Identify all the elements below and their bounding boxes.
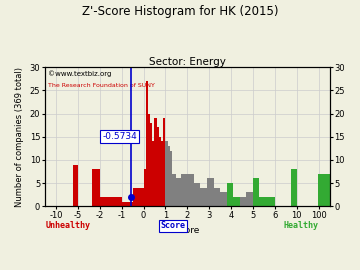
Bar: [291, 169, 297, 206]
Text: Healthy: Healthy: [284, 221, 319, 231]
Bar: [227, 183, 233, 206]
Bar: [161, 141, 163, 206]
Text: Z'-Score Histogram for HK (2015): Z'-Score Histogram for HK (2015): [82, 5, 278, 18]
Bar: [207, 178, 213, 206]
Y-axis label: Number of companies (369 total): Number of companies (369 total): [15, 67, 24, 207]
Bar: [122, 202, 132, 206]
Bar: [176, 178, 181, 206]
Bar: [150, 123, 152, 206]
Bar: [172, 174, 176, 206]
Text: ©www.textbiz.org: ©www.textbiz.org: [48, 70, 111, 77]
Bar: [163, 118, 165, 206]
Bar: [152, 141, 154, 206]
Bar: [157, 127, 159, 206]
Bar: [148, 114, 150, 206]
Text: Score: Score: [161, 221, 185, 231]
Bar: [260, 197, 266, 206]
Bar: [201, 188, 207, 206]
Bar: [100, 197, 122, 206]
Bar: [93, 169, 100, 206]
Bar: [144, 169, 146, 206]
Bar: [194, 183, 201, 206]
Bar: [213, 188, 220, 206]
Bar: [170, 151, 172, 206]
Bar: [187, 174, 194, 206]
Bar: [181, 174, 187, 206]
Bar: [132, 188, 144, 206]
Bar: [266, 197, 275, 206]
Bar: [154, 118, 157, 206]
Bar: [220, 192, 227, 206]
Bar: [318, 174, 341, 206]
Bar: [246, 192, 253, 206]
Title: Sector: Energy: Sector: Energy: [149, 56, 226, 66]
Bar: [146, 81, 148, 206]
Bar: [73, 164, 78, 206]
Bar: [253, 178, 260, 206]
Text: Unhealthy: Unhealthy: [45, 221, 90, 231]
Bar: [159, 137, 161, 206]
Bar: [240, 197, 246, 206]
Text: The Research Foundation of SUNY: The Research Foundation of SUNY: [48, 83, 155, 87]
X-axis label: Score: Score: [175, 226, 200, 235]
Bar: [233, 197, 240, 206]
Bar: [168, 146, 170, 206]
Bar: [165, 141, 168, 206]
Text: -0.5734: -0.5734: [102, 132, 137, 141]
